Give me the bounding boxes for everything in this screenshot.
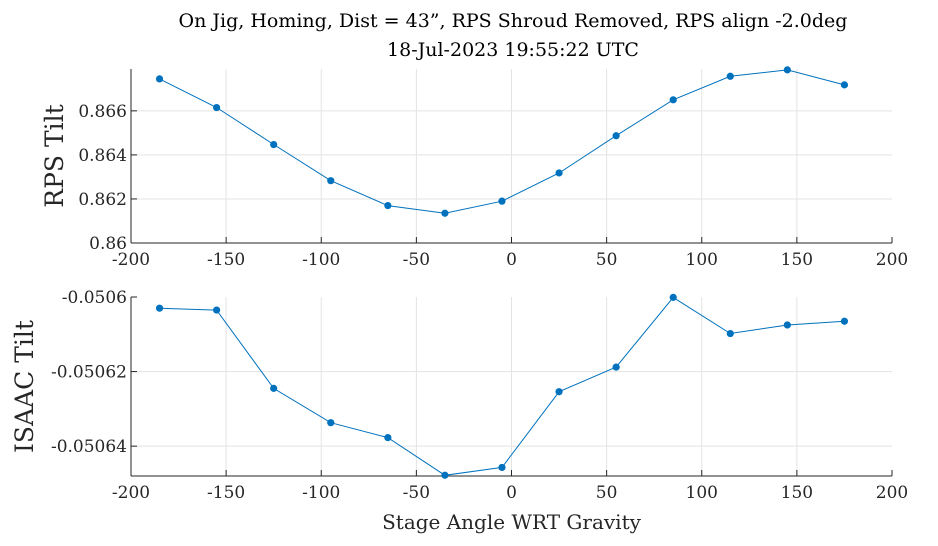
x-axis-label: Stage Angle WRT Gravity <box>382 510 642 534</box>
isaac-data-point <box>270 384 278 392</box>
rps-data-point <box>327 177 335 185</box>
rps-data-point <box>498 197 506 205</box>
x-tick-label: -200 <box>112 250 150 270</box>
y-tick-label: -0.0506 <box>62 288 127 308</box>
x-tick-label: -200 <box>112 483 150 503</box>
isaac-data-point <box>213 306 221 314</box>
rps-data-point <box>384 201 392 210</box>
isaac-data-point <box>384 433 392 442</box>
isaac-series-line <box>159 296 845 476</box>
y-tick-label: 0.862 <box>78 190 127 210</box>
y-tick-label: -0.05064 <box>51 437 127 457</box>
x-tick-label: 100 <box>686 483 718 503</box>
y-tick-label: -0.05062 <box>51 363 127 383</box>
bottom-axes-isaac-tilt: -200 -150 -100 -50 0 50 100 150 200 -0.0506 -0.050… <box>10 288 908 534</box>
rps-data-point <box>783 66 791 74</box>
isaac-data-point <box>783 321 791 329</box>
x-tick-label: 0 <box>506 483 517 503</box>
isaac-data-point <box>498 463 506 472</box>
x-tick-label: -50 <box>403 250 430 270</box>
isaac-data-point <box>726 329 734 338</box>
isaac-data-point <box>612 363 620 371</box>
rps-data-point <box>840 81 849 89</box>
figure-title-line2: 18-Jul-2023 19:55:22 UTC <box>387 39 639 61</box>
x-tick-label: -100 <box>302 483 340 503</box>
top-axes-rps-tilt: -200 -150 -100 -50 0 50 100 150 200 0.86 0.862 0.86… <box>40 66 908 270</box>
x-tick-label: 100 <box>686 250 718 270</box>
isaac-data-point <box>555 388 563 396</box>
rps-data-point <box>270 140 278 149</box>
x-tick-label: -150 <box>207 483 245 503</box>
x-tick-label: 0 <box>506 250 517 270</box>
isaac-y-axis-label: ISAAC Tilt <box>10 320 39 453</box>
y-tick-label: 0.864 <box>78 146 127 166</box>
rps-series-line <box>159 69 845 214</box>
x-tick-label: -150 <box>207 250 245 270</box>
x-tick-label: -50 <box>403 483 430 503</box>
x-tick-label: 150 <box>781 250 813 270</box>
figure-title-line1: On Jig, Homing, Dist = 43”, RPS Shroud R… <box>179 10 848 32</box>
isaac-data-point <box>155 304 164 312</box>
x-tick-label: -100 <box>302 250 340 270</box>
rps-data-point <box>213 103 221 112</box>
isaac-data-point <box>441 471 449 479</box>
x-tick-label: 150 <box>781 483 813 503</box>
rps-data-point <box>441 209 449 217</box>
x-tick-label: 50 <box>596 483 618 503</box>
isaac-data-point <box>327 419 335 427</box>
isaac-data-point <box>669 293 677 301</box>
rps-data-point <box>555 169 563 177</box>
rps-data-point <box>669 96 677 104</box>
rps-y-axis-label: RPS Tilt <box>40 104 69 207</box>
x-tick-label: 200 <box>876 250 908 270</box>
y-tick-label: 0.866 <box>78 102 127 122</box>
x-tick-label: 200 <box>876 483 908 503</box>
x-tick-label: 50 <box>596 250 618 270</box>
isaac-data-point <box>840 317 849 325</box>
rps-data-point <box>726 72 734 80</box>
y-tick-label: 0.86 <box>89 234 127 254</box>
rps-data-point <box>155 75 164 83</box>
rps-data-point <box>612 132 620 140</box>
